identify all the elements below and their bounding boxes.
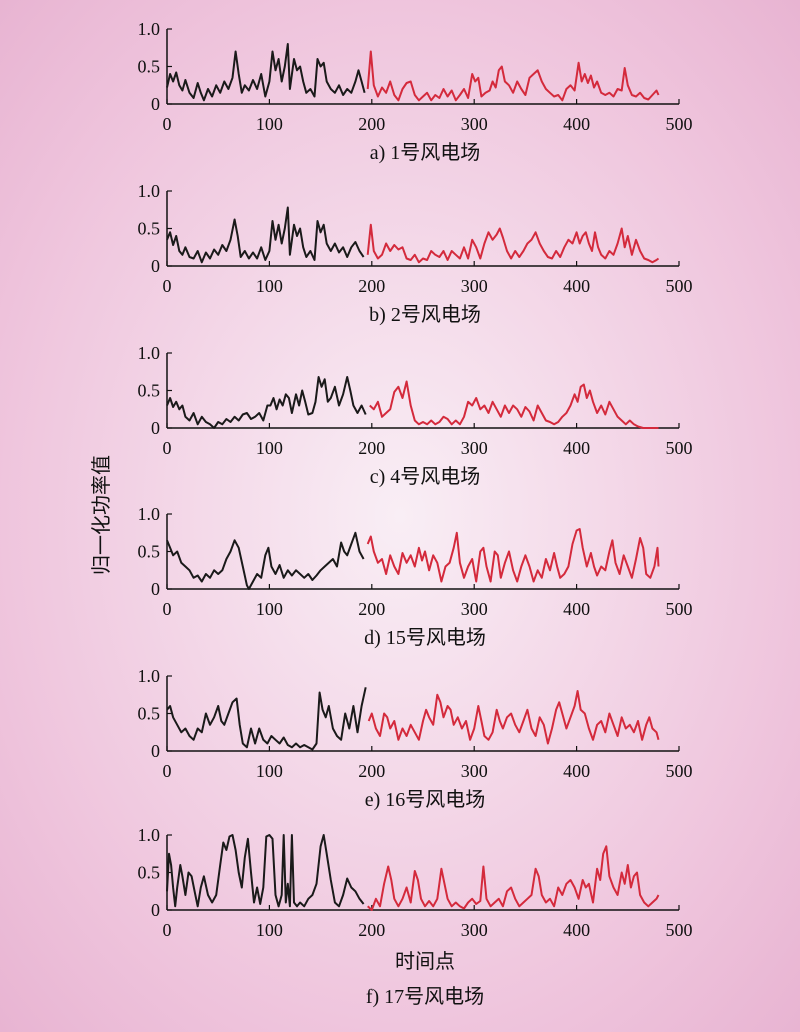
y-tick-label: 0.5 <box>138 704 161 724</box>
x-tick-label: 300 <box>461 276 488 296</box>
y-tick-label: 1.0 <box>138 343 161 363</box>
x-tick-label: 300 <box>461 438 488 458</box>
series-line-train <box>166 531 365 590</box>
y-tick-label: 0 <box>151 579 160 599</box>
x-axis-label: 时间点 <box>395 949 455 973</box>
x-tick-label: 300 <box>461 114 488 134</box>
series-line-train <box>166 834 365 908</box>
y-tick-label: 1.0 <box>138 504 161 524</box>
x-tick-label: 100 <box>256 761 283 781</box>
series-line-train <box>166 206 365 264</box>
x-tick-label: 300 <box>461 599 488 619</box>
y-axis-label: 归一化功率值 <box>89 455 113 575</box>
series-line-test <box>366 50 660 102</box>
x-tick-label: 200 <box>358 276 385 296</box>
panel-caption: d) 15号风电场 <box>364 626 486 649</box>
x-tick-label: 0 <box>163 920 172 940</box>
series-line-test <box>366 528 660 583</box>
series-line-test <box>367 845 660 911</box>
x-tick-label: 500 <box>666 276 693 296</box>
panel: 0 0.5 1.0 0 100 200 300 400 500 c) 4号风电场 <box>138 343 693 488</box>
x-tick-label: 0 <box>163 761 172 781</box>
x-tick-label: 100 <box>256 276 283 296</box>
y-tick-label: 0.5 <box>138 57 161 77</box>
x-tick-label: 500 <box>666 438 693 458</box>
x-tick-label: 200 <box>358 761 385 781</box>
x-tick-label: 400 <box>563 761 590 781</box>
panel: 0 0.5 1.0 0 100 200 300 400 500 f) 17号风电场 <box>138 825 693 1008</box>
x-tick-label: 200 <box>358 599 385 619</box>
x-tick-label: 0 <box>163 599 172 619</box>
panel: 0 0.5 1.0 0 100 200 300 400 500 d) 15号风电场 <box>138 504 693 649</box>
panel-caption: a) 1号风电场 <box>370 141 481 164</box>
x-tick-label: 200 <box>358 920 385 940</box>
series-line-train <box>166 43 366 102</box>
x-tick-label: 200 <box>358 438 385 458</box>
y-tick-label: 0 <box>151 418 160 438</box>
x-tick-label: 500 <box>666 920 693 940</box>
y-tick-label: 0.5 <box>138 381 161 401</box>
y-tick-label: 0 <box>151 94 160 114</box>
y-tick-label: 1.0 <box>138 19 161 39</box>
x-tick-label: 500 <box>666 599 693 619</box>
y-tick-label: 1.0 <box>138 825 161 845</box>
panel-caption: c) 4号风电场 <box>370 465 481 488</box>
x-tick-label: 400 <box>563 599 590 619</box>
x-tick-label: 400 <box>563 114 590 134</box>
x-tick-label: 500 <box>666 114 693 134</box>
x-tick-label: 400 <box>563 276 590 296</box>
panel-caption: e) 16号风电场 <box>365 788 486 811</box>
series-line-train <box>166 687 367 751</box>
y-tick-label: 0 <box>151 741 160 761</box>
x-tick-label: 100 <box>256 438 283 458</box>
y-tick-label: 0.5 <box>138 863 161 883</box>
panels: 0 0.5 1.0 0 100 200 300 400 500 a) 1号风电场 0 0.5 1.0 0 1… <box>138 19 693 1008</box>
x-tick-label: 200 <box>358 114 385 134</box>
panel-caption: b) 2号风电场 <box>369 303 481 326</box>
series-line-test <box>367 690 660 745</box>
panel: 0 0.5 1.0 0 100 200 300 400 500 a) 1号风电场 <box>138 19 693 164</box>
x-tick-label: 0 <box>163 276 172 296</box>
y-tick-label: 0 <box>151 256 160 276</box>
x-tick-label: 0 <box>163 438 172 458</box>
x-tick-label: 400 <box>563 920 590 940</box>
panel-caption: f) 17号风电场 <box>366 985 484 1008</box>
x-tick-label: 300 <box>461 761 488 781</box>
panel: 0 0.5 1.0 0 100 200 300 400 500 b) 2号风电场 <box>138 181 693 326</box>
x-tick-label: 0 <box>163 114 172 134</box>
x-tick-label: 100 <box>256 920 283 940</box>
panel: 0 0.5 1.0 0 100 200 300 400 500 e) 16号风电场 <box>138 666 693 811</box>
series-line-train <box>166 376 367 429</box>
series-line-test <box>369 380 659 429</box>
x-tick-label: 400 <box>563 438 590 458</box>
x-tick-label: 500 <box>666 761 693 781</box>
x-tick-label: 100 <box>256 114 283 134</box>
x-tick-label: 300 <box>461 920 488 940</box>
y-tick-label: 0.5 <box>138 219 161 239</box>
y-tick-label: 0 <box>151 900 160 920</box>
y-tick-label: 1.0 <box>138 666 161 686</box>
series-line-test <box>366 223 660 264</box>
y-tick-label: 0.5 <box>138 542 161 562</box>
x-tick-label: 100 <box>256 599 283 619</box>
y-tick-label: 1.0 <box>138 181 161 201</box>
